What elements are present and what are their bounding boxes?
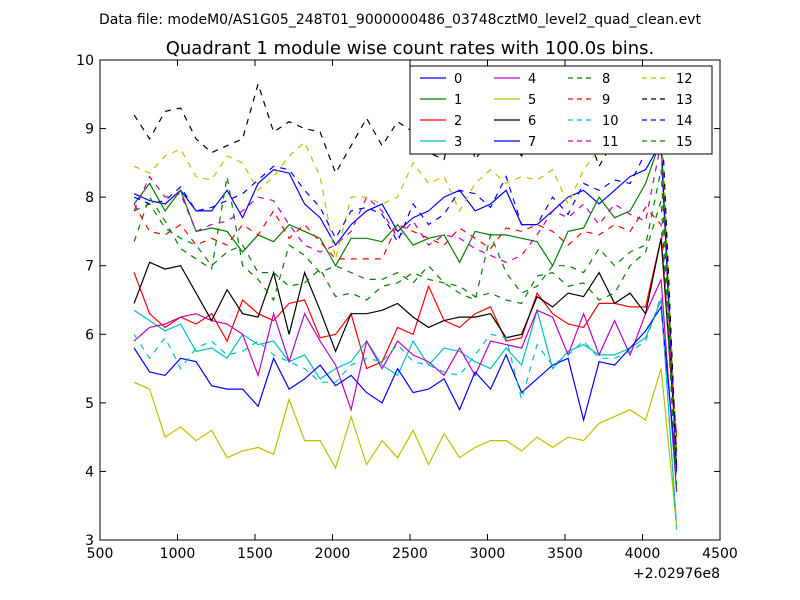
chart-title: Quadrant 1 module wise count rates with … bbox=[166, 38, 655, 59]
legend-label-5: 5 bbox=[528, 93, 536, 108]
x-tick-label: 500 bbox=[87, 546, 114, 562]
y-tick-label: 3 bbox=[85, 533, 94, 549]
series-line-14 bbox=[133, 144, 678, 469]
series-layer bbox=[133, 81, 678, 530]
series-line-13 bbox=[133, 81, 678, 465]
series-line-4 bbox=[133, 279, 678, 493]
legend-label-1: 1 bbox=[454, 93, 462, 108]
plot-area: 500 1000 1500 2000 2500 3000 3500 4000 4500 3 4 5 6 7… bbox=[76, 53, 738, 562]
y-tick-label: 5 bbox=[85, 396, 94, 412]
x-tick-label: 4000 bbox=[625, 546, 661, 562]
y-tick-label: 4 bbox=[85, 464, 94, 480]
legend-label-7: 7 bbox=[528, 135, 536, 150]
x-tick-label: 3000 bbox=[470, 546, 506, 562]
legend-label-13: 13 bbox=[676, 93, 693, 108]
legend-label-3: 3 bbox=[454, 135, 462, 150]
y-tick-label: 7 bbox=[85, 259, 94, 275]
legend-label-9: 9 bbox=[602, 93, 610, 108]
y-tick-label: 10 bbox=[76, 53, 94, 69]
legend-label-15: 15 bbox=[676, 135, 693, 150]
x-tick-label: 3500 bbox=[547, 546, 583, 562]
legend-label-8: 8 bbox=[602, 72, 610, 87]
figure-suptitle: Data file: modeM0/AS1G05_248T01_90000004… bbox=[99, 12, 701, 28]
x-tick-label: 1500 bbox=[237, 546, 273, 562]
series-line-9 bbox=[133, 203, 678, 451]
x-tick-label: 2500 bbox=[392, 546, 428, 562]
series-line-3 bbox=[133, 299, 678, 527]
x-offset-label: +2.02976e8 bbox=[633, 566, 720, 582]
series-line-5 bbox=[133, 368, 678, 527]
ticks-layer: 500 1000 1500 2000 2500 3000 3500 4000 4500 3 4 5 6 7… bbox=[76, 53, 738, 562]
series-line-8 bbox=[133, 169, 678, 486]
series-line-2 bbox=[133, 238, 678, 438]
legend-label-2: 2 bbox=[454, 114, 462, 129]
legend-label-11: 11 bbox=[602, 135, 619, 150]
series-line-12 bbox=[133, 107, 678, 458]
series-line-1 bbox=[133, 138, 678, 465]
legend-label-0: 0 bbox=[454, 72, 462, 87]
legend-box bbox=[409, 65, 713, 155]
series-line-6 bbox=[133, 238, 678, 451]
x-tick-label: 2000 bbox=[315, 546, 351, 562]
legend-label-12: 12 bbox=[676, 72, 693, 87]
x-tick-label: 4500 bbox=[702, 546, 738, 562]
legend-label-4: 4 bbox=[528, 72, 536, 87]
x-tick-label: 1000 bbox=[160, 546, 196, 562]
legend-label-10: 10 bbox=[602, 114, 619, 129]
y-tick-label: 9 bbox=[85, 122, 94, 138]
legend-label-14: 14 bbox=[676, 114, 693, 129]
y-tick-label: 8 bbox=[85, 190, 94, 206]
series-line-15 bbox=[133, 200, 678, 493]
legend-label-6: 6 bbox=[528, 114, 536, 129]
series-line-10 bbox=[133, 296, 678, 530]
y-tick-label: 6 bbox=[85, 327, 94, 343]
series-line-7 bbox=[133, 305, 678, 472]
